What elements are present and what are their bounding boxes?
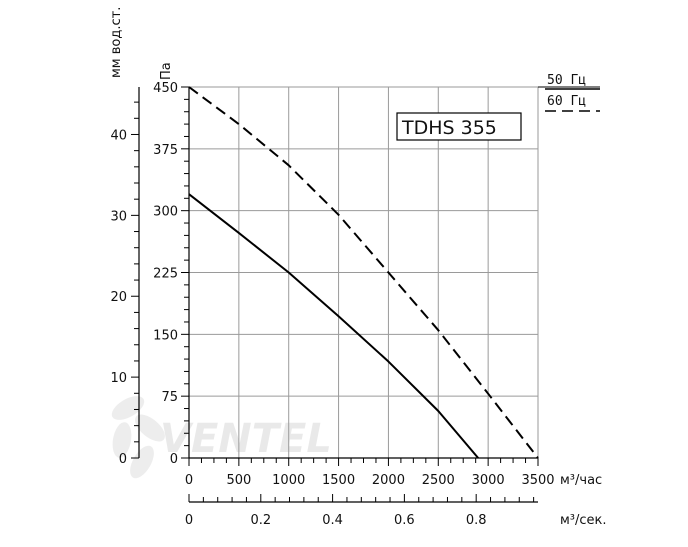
y2-tick-label: 20 [110, 290, 127, 305]
legend-label-60hz: 60 Гц [547, 94, 586, 109]
x2-tick-label: 0.8 [466, 513, 487, 528]
y-axis-title: Па [159, 62, 174, 80]
legend-label-50hz: 50 Гц [547, 73, 586, 88]
x-tick-label: 2500 [422, 473, 455, 488]
x2-tick-label: 0.4 [322, 513, 343, 528]
x-tick-label: 3000 [472, 473, 505, 488]
y-tick-label: 150 [153, 328, 178, 343]
model-label-box: TDHS 355 [396, 112, 522, 141]
series-60hz-line [188, 86, 539, 459]
grid [188, 86, 539, 459]
x-tick-label: 1000 [272, 473, 305, 488]
x-tick-label: 0 [185, 473, 193, 488]
y-tick-label: 450 [153, 81, 178, 96]
model-label: TDHS 355 [401, 117, 497, 139]
y2-axis-title: мм вод.ст. [109, 7, 124, 78]
y2-tick-label: 30 [110, 209, 127, 224]
x-tick-label: 3500 [521, 473, 554, 488]
watermark-text: VENTEL [160, 416, 332, 462]
x2-tick-label: 0.6 [394, 513, 415, 528]
watermark-logo: VENTEL [111, 396, 332, 479]
fan-blades-icon [111, 396, 165, 479]
series [188, 86, 539, 459]
y2-tick-label: 40 [110, 128, 127, 143]
series-50hz-line [188, 193, 479, 459]
y-tick-label: 300 [153, 205, 178, 220]
x2-tick-label: 0.2 [250, 513, 271, 528]
x-tick-label: 500 [226, 473, 251, 488]
x-tick-label: 2000 [372, 473, 405, 488]
y-tick-label: 0 [170, 452, 178, 467]
axes [131, 86, 600, 503]
x2-axis-title: м³/сек. [560, 513, 607, 528]
y2-tick-label: 10 [110, 371, 127, 386]
y-tick-label: 225 [153, 267, 178, 282]
y-tick-label: 375 [153, 143, 178, 158]
y2-tick-label: 0 [119, 452, 127, 467]
x-tick-label: 1500 [322, 473, 355, 488]
x-axis-title: м³/час [560, 473, 602, 488]
y-tick-label: 75 [161, 390, 178, 405]
x2-tick-label: 0 [185, 513, 193, 528]
legend: 50 Гц 60 Гц [545, 73, 600, 112]
